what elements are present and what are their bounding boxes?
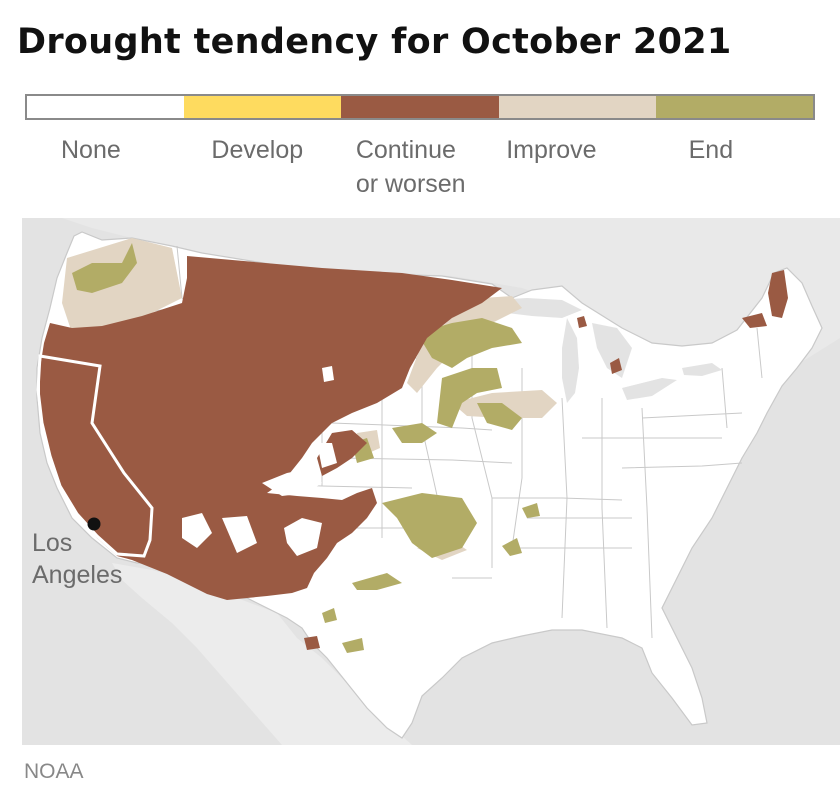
map-title: Drought tendency for October 2021 [17, 22, 732, 62]
lake-ontario [682, 363, 722, 376]
legend-swatch-improve [498, 96, 656, 118]
legend-swatch-continue [341, 96, 499, 118]
source-credit: NOAA [24, 760, 84, 783]
legend-swatch-develop [184, 96, 342, 118]
legend-label-continue: Continue or worsen [355, 136, 466, 198]
california-outline [36, 354, 154, 558]
canada-land [62, 218, 840, 408]
legend-label-improve: Improve [506, 136, 597, 164]
lake-huron [592, 323, 632, 378]
legend-label-develop: Develop [211, 136, 304, 164]
legend-swatch-none [27, 96, 185, 118]
legend-swatch-end [655, 96, 814, 118]
legend-labels: None Develop Continue or worsen Improve … [25, 133, 815, 201]
legend-label-none: None [61, 136, 121, 164]
drought-map [22, 218, 840, 745]
mexico-land [112, 563, 412, 745]
none-areas [182, 366, 337, 556]
end-areas [72, 243, 540, 653]
legend-color-bar [25, 94, 815, 120]
legend-label-end: End [688, 136, 734, 164]
los-angeles-marker [87, 517, 101, 531]
lake-erie [622, 378, 677, 400]
city-label-los-angeles: Los Angeles [32, 529, 123, 589]
lake-michigan [562, 318, 579, 403]
